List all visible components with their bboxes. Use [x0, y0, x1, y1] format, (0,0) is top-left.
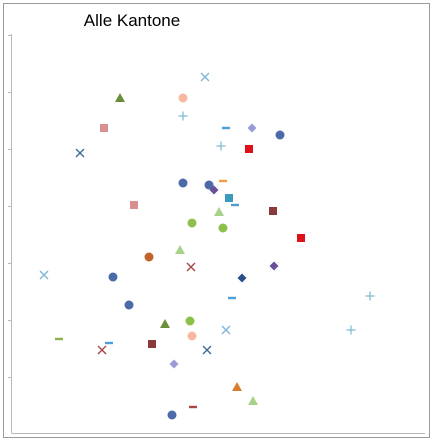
data-point-36 [221, 325, 231, 335]
data-point-7 [247, 123, 257, 133]
data-point-33 [124, 300, 134, 310]
data-point-1 [200, 72, 210, 82]
data-point-46 [248, 396, 258, 405]
data-point-48 [167, 410, 177, 420]
data-point-41 [148, 340, 156, 348]
data-point-26 [186, 262, 196, 272]
data-point-8 [275, 130, 285, 140]
data-point-29 [108, 272, 118, 282]
data-point-18 [130, 201, 138, 209]
data-point-20 [269, 207, 277, 215]
data-point-27 [269, 261, 279, 271]
data-point-35 [185, 316, 195, 326]
data-point-10 [245, 145, 253, 153]
data-point-25 [144, 252, 154, 262]
data-point-14 [209, 185, 219, 195]
data-point-31 [365, 291, 375, 301]
chart-border [3, 3, 430, 438]
y-axis-ticks [8, 35, 12, 378]
data-point-15 [219, 179, 227, 183]
data-point-4 [178, 111, 188, 121]
data-point-12 [178, 178, 188, 188]
data-point-22 [218, 223, 228, 233]
data-points [39, 72, 375, 420]
data-point-13 [204, 180, 214, 190]
data-point-40 [105, 341, 113, 345]
data-point-39 [187, 331, 197, 341]
data-point-44 [169, 359, 179, 369]
data-point-47 [189, 405, 197, 409]
data-point-30 [237, 273, 247, 283]
data-point-38 [55, 337, 63, 341]
data-point-45 [232, 382, 242, 391]
data-point-5 [100, 124, 108, 132]
data-point-37 [346, 325, 356, 335]
data-point-23 [297, 234, 305, 242]
data-point-28 [39, 270, 49, 280]
chart-title: Alle Kantone [84, 11, 180, 30]
data-point-19 [214, 207, 224, 216]
data-point-2 [115, 93, 125, 102]
data-point-6 [222, 126, 230, 130]
data-point-32 [228, 296, 236, 300]
data-point-21 [187, 218, 197, 228]
data-point-43 [202, 345, 212, 355]
data-point-42 [97, 345, 107, 355]
data-point-34 [160, 319, 170, 328]
data-point-24 [175, 245, 185, 254]
data-point-16 [225, 194, 233, 202]
data-point-9 [216, 141, 226, 151]
data-point-3 [178, 93, 188, 103]
data-point-11 [75, 148, 85, 158]
data-point-17 [231, 203, 239, 207]
